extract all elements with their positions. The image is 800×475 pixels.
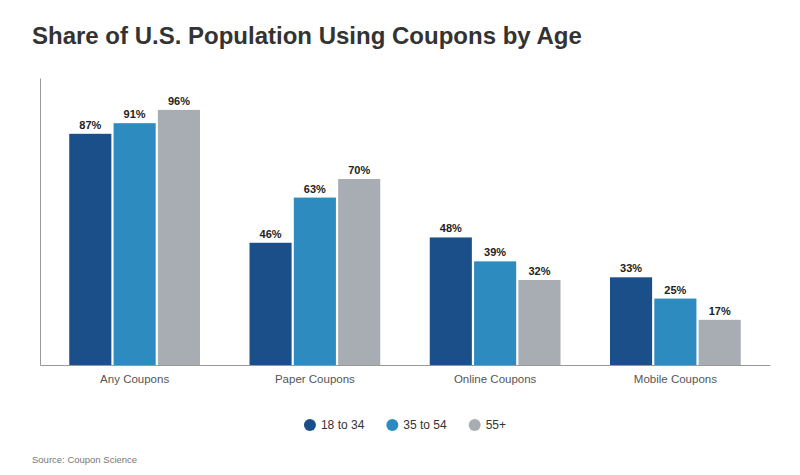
data-label: 48% — [440, 222, 462, 234]
data-label: 39% — [484, 246, 506, 258]
x-tick-label: Online Coupons — [454, 373, 537, 385]
legend-item: 55+ — [469, 418, 506, 432]
bar — [250, 243, 292, 365]
data-label: 25% — [664, 284, 686, 296]
data-label: 96% — [168, 95, 190, 107]
bar — [69, 134, 111, 365]
legend-swatch — [469, 419, 481, 431]
bar — [610, 277, 652, 365]
annotations: Source: Coupon Science — [32, 454, 137, 465]
data-label: 91% — [124, 108, 146, 120]
x-tick-label: Paper Coupons — [275, 373, 355, 385]
title: Share of U.S. Population Using Coupons b… — [32, 22, 582, 49]
x-tick: Any Coupons — [100, 365, 169, 385]
bar — [114, 123, 156, 365]
data-labels: 87% 46% 48% 33% 91% 63% 39% 25% 96% 70% 32% 17% — [79, 95, 731, 317]
x-tick-label: Any Coupons — [100, 373, 169, 385]
x-tick: Online Coupons — [454, 365, 537, 385]
bar — [654, 299, 696, 365]
x-axis-line — [41, 365, 771, 366]
bar — [338, 179, 380, 365]
chart: Share of U.S. Population Using Coupons b… — [0, 0, 800, 475]
x-tick: Paper Coupons — [275, 365, 355, 385]
bar — [518, 280, 560, 365]
x-tick: Mobile Coupons — [634, 365, 717, 385]
legend-swatch — [386, 419, 398, 431]
data-label: 70% — [348, 164, 370, 176]
legend-label: 55+ — [486, 418, 506, 432]
bar — [294, 198, 336, 365]
bar — [474, 261, 516, 365]
bar — [699, 320, 741, 365]
data-label: 17% — [709, 305, 731, 317]
bars — [69, 110, 740, 365]
legend-item: 35 to 54 — [386, 418, 447, 432]
source-note: Source: Coupon Science — [32, 454, 137, 465]
data-label: 46% — [260, 228, 282, 240]
legend-label: 18 to 34 — [321, 418, 365, 432]
legend-label: 35 to 54 — [403, 418, 447, 432]
x-axis: Any Coupons Paper Coupons Online Coupons Mo… — [41, 365, 771, 385]
legend-swatch — [304, 419, 316, 431]
data-label: 32% — [528, 265, 550, 277]
y-axis — [40, 79, 41, 366]
data-label: 33% — [620, 262, 642, 274]
x-tick-label: Mobile Coupons — [634, 373, 717, 385]
legend-item: 18 to 34 — [304, 418, 365, 432]
y-axis-line — [40, 79, 41, 366]
legend: 18 to 34 35 to 54 55+ — [304, 418, 506, 432]
data-label: 87% — [79, 119, 101, 131]
bar — [430, 237, 472, 365]
bar — [158, 110, 200, 365]
data-label: 63% — [304, 183, 326, 195]
